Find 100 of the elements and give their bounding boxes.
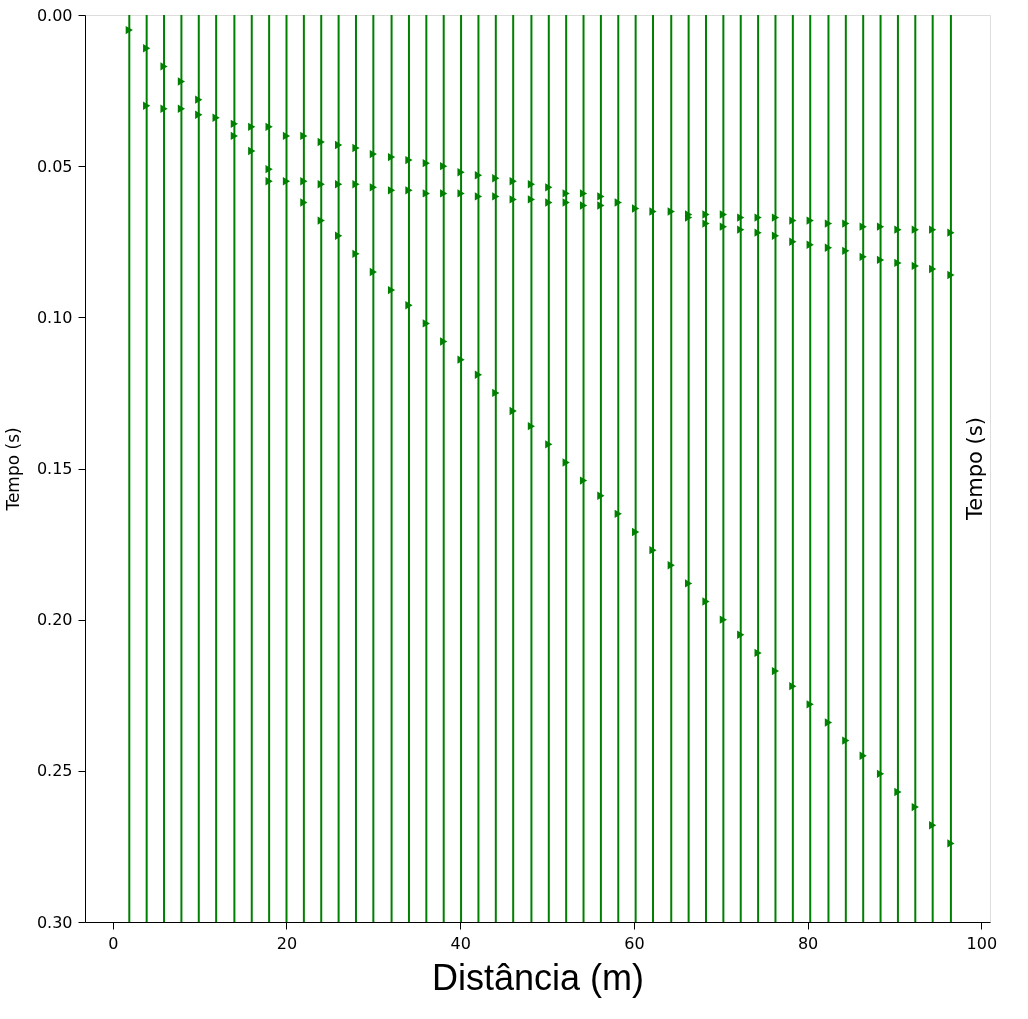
point bbox=[771, 231, 780, 240]
point bbox=[212, 113, 220, 122]
point bbox=[230, 119, 239, 129]
point bbox=[737, 225, 745, 234]
point bbox=[369, 149, 377, 159]
point bbox=[405, 155, 413, 165]
point bbox=[754, 228, 762, 237]
point bbox=[929, 264, 937, 274]
point bbox=[282, 131, 291, 141]
annotation: Tempo (s) bbox=[963, 417, 987, 521]
point bbox=[195, 95, 203, 104]
x-tick-label: 60 bbox=[624, 933, 645, 953]
point bbox=[876, 769, 885, 779]
point bbox=[911, 225, 919, 234]
point bbox=[545, 198, 553, 207]
point bbox=[440, 337, 448, 346]
point bbox=[177, 77, 186, 86]
point bbox=[947, 270, 955, 280]
point bbox=[859, 252, 867, 262]
point bbox=[597, 491, 605, 500]
x-tick-label: 0 bbox=[108, 933, 119, 953]
point bbox=[929, 225, 937, 234]
x-axis-title: Distância (m) bbox=[431, 956, 645, 998]
point bbox=[702, 219, 710, 228]
point bbox=[160, 104, 168, 113]
point bbox=[842, 736, 850, 745]
point bbox=[876, 255, 885, 265]
point bbox=[667, 207, 675, 216]
point bbox=[649, 207, 657, 216]
point bbox=[789, 237, 797, 246]
point bbox=[719, 210, 727, 219]
point bbox=[545, 440, 553, 449]
point bbox=[334, 140, 343, 150]
point bbox=[702, 210, 710, 219]
point bbox=[842, 246, 850, 255]
point bbox=[352, 249, 360, 259]
point bbox=[300, 198, 308, 207]
point bbox=[230, 131, 239, 141]
point bbox=[947, 839, 955, 848]
point bbox=[667, 561, 675, 570]
point bbox=[492, 174, 500, 183]
point bbox=[702, 597, 710, 606]
point bbox=[422, 319, 430, 328]
point bbox=[457, 355, 465, 364]
point bbox=[789, 216, 797, 225]
point bbox=[894, 787, 902, 797]
point bbox=[177, 104, 186, 113]
point bbox=[457, 189, 465, 198]
y-tick-label: 0.00 bbox=[36, 5, 73, 25]
point bbox=[894, 225, 902, 234]
point bbox=[737, 213, 745, 222]
point bbox=[492, 192, 500, 201]
point bbox=[789, 682, 797, 691]
point bbox=[334, 231, 343, 240]
y-tick-label: 0.10 bbox=[36, 307, 73, 327]
point bbox=[579, 476, 588, 485]
point bbox=[474, 370, 483, 379]
point bbox=[195, 110, 203, 119]
point bbox=[387, 285, 396, 295]
point bbox=[405, 301, 413, 310]
point bbox=[317, 180, 325, 189]
point bbox=[771, 666, 780, 676]
point bbox=[894, 258, 902, 268]
point bbox=[842, 219, 850, 228]
point bbox=[440, 161, 448, 171]
point bbox=[719, 615, 727, 624]
point bbox=[282, 177, 291, 186]
point bbox=[248, 146, 256, 156]
point bbox=[911, 261, 919, 271]
point bbox=[300, 177, 308, 186]
point bbox=[685, 579, 693, 588]
point bbox=[405, 186, 413, 195]
point bbox=[160, 62, 168, 71]
point bbox=[614, 509, 622, 519]
point bbox=[824, 219, 833, 228]
point bbox=[527, 180, 536, 189]
y-tick-label: 0.15 bbox=[36, 459, 73, 478]
point bbox=[911, 802, 919, 812]
point bbox=[824, 243, 833, 252]
y-axis-title: Tempo (s) bbox=[2, 427, 23, 512]
point bbox=[527, 195, 536, 204]
point bbox=[754, 648, 762, 658]
point bbox=[632, 204, 640, 213]
point bbox=[474, 171, 483, 180]
point bbox=[387, 152, 396, 162]
x-tick-label: 80 bbox=[797, 933, 819, 953]
point bbox=[876, 222, 885, 231]
point bbox=[579, 201, 588, 210]
point bbox=[317, 137, 325, 147]
point bbox=[929, 821, 937, 830]
point bbox=[562, 189, 570, 198]
point bbox=[545, 183, 553, 192]
point bbox=[771, 213, 780, 222]
point bbox=[754, 213, 762, 222]
point bbox=[806, 240, 814, 249]
point bbox=[509, 406, 517, 416]
point bbox=[737, 630, 745, 639]
point bbox=[352, 180, 360, 189]
point bbox=[422, 189, 430, 198]
point bbox=[422, 158, 430, 168]
